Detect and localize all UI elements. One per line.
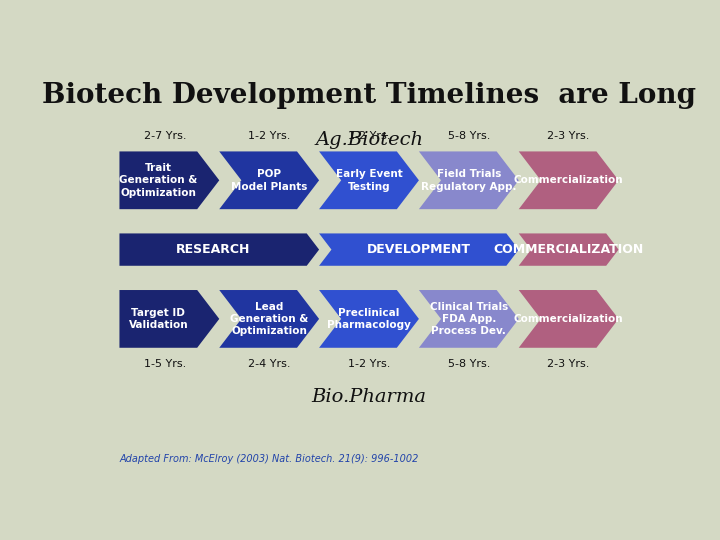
- Polygon shape: [419, 151, 518, 209]
- Text: DEVELOPMENT: DEVELOPMENT: [367, 243, 471, 256]
- Polygon shape: [220, 151, 319, 209]
- Text: 1-5 Yrs.: 1-5 Yrs.: [145, 359, 186, 369]
- Text: 2-3 Yrs.: 2-3 Yrs.: [547, 359, 590, 369]
- Polygon shape: [319, 233, 518, 266]
- Polygon shape: [319, 151, 419, 209]
- Text: Ag.Biotech: Ag.Biotech: [315, 131, 423, 149]
- Polygon shape: [220, 290, 319, 348]
- Text: 5-8 Yrs.: 5-8 Yrs.: [448, 359, 490, 369]
- Text: Trait
Generation &
Optimization: Trait Generation & Optimization: [120, 163, 197, 198]
- Polygon shape: [518, 290, 618, 348]
- Polygon shape: [120, 151, 220, 209]
- Text: Preclinical
Pharmacology: Preclinical Pharmacology: [327, 308, 411, 330]
- Text: POP
Model Plants: POP Model Plants: [231, 169, 307, 192]
- Text: 1-2 Yrs.: 1-2 Yrs.: [348, 131, 390, 140]
- Text: Early Event
Testing: Early Event Testing: [336, 169, 402, 192]
- Text: Adapted From: McElroy (2003) Nat. Biotech. 21(9): 996-1002: Adapted From: McElroy (2003) Nat. Biotec…: [120, 454, 419, 464]
- Text: Target ID
Validation: Target ID Validation: [128, 308, 188, 330]
- Text: Field Trials
Regulatory App.: Field Trials Regulatory App.: [421, 169, 516, 192]
- Text: Commercialization: Commercialization: [514, 176, 624, 185]
- Polygon shape: [319, 290, 419, 348]
- Polygon shape: [120, 233, 319, 266]
- Text: 1-2 Yrs.: 1-2 Yrs.: [248, 131, 290, 140]
- Text: 2-7 Yrs.: 2-7 Yrs.: [144, 131, 186, 140]
- Text: 1-2 Yrs.: 1-2 Yrs.: [348, 359, 390, 369]
- Text: Biotech Development Timelines  are Long: Biotech Development Timelines are Long: [42, 82, 696, 109]
- Text: COMMERCIALIZATION: COMMERCIALIZATION: [493, 243, 644, 256]
- Polygon shape: [518, 151, 618, 209]
- Polygon shape: [419, 290, 518, 348]
- Text: Commercialization: Commercialization: [514, 314, 624, 324]
- Text: 2-4 Yrs.: 2-4 Yrs.: [248, 359, 290, 369]
- Polygon shape: [120, 290, 220, 348]
- Text: RESEARCH: RESEARCH: [176, 243, 251, 256]
- Text: Lead
Generation &
Optimization: Lead Generation & Optimization: [230, 301, 308, 336]
- Text: Clinical Trials
FDA App.
Process Dev.: Clinical Trials FDA App. Process Dev.: [430, 301, 508, 336]
- Text: 2-3 Yrs.: 2-3 Yrs.: [547, 131, 590, 140]
- Polygon shape: [518, 233, 618, 266]
- Text: 5-8 Yrs.: 5-8 Yrs.: [448, 131, 490, 140]
- Text: Bio.Pharma: Bio.Pharma: [312, 388, 426, 407]
